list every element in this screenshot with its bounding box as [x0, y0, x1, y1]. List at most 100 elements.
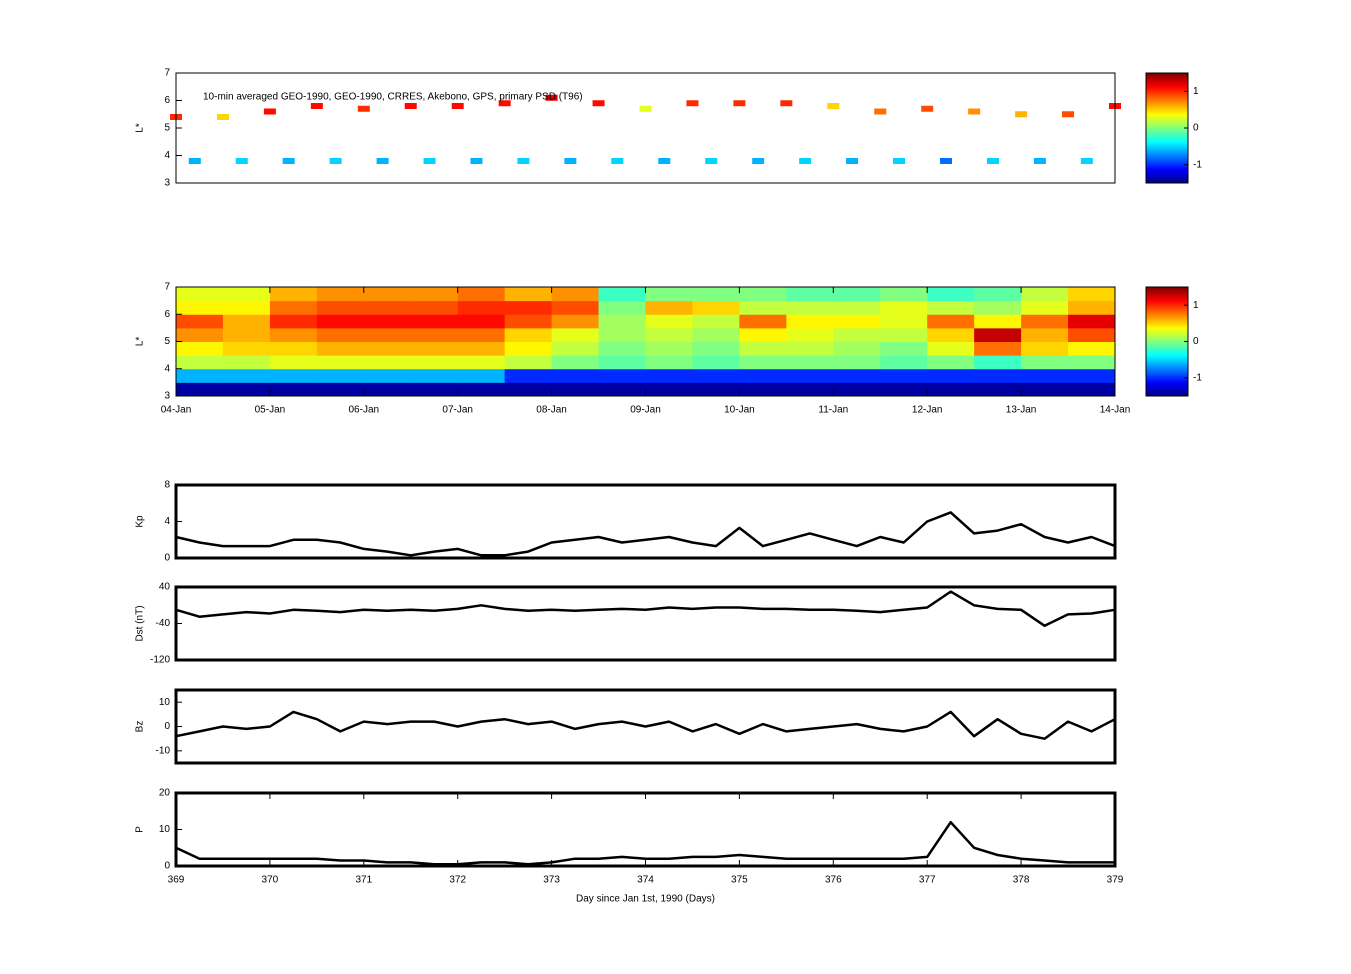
colorbar-cell: [1146, 95, 1188, 98]
colorbar-cell: [1146, 157, 1188, 160]
colorbar-cell: [1146, 98, 1188, 101]
colorbar-cell: [1146, 375, 1188, 378]
psd-point: [310, 103, 323, 109]
heat-cell: [1021, 341, 1069, 356]
heat-cell: [363, 327, 412, 342]
psd-point: [1062, 111, 1075, 118]
heat-cell: [176, 355, 224, 370]
heat-cell: [739, 368, 787, 383]
colorbar-cell: [1146, 298, 1188, 302]
y-axis-label: Kp: [135, 515, 146, 528]
y-tick-label: 6: [164, 309, 170, 320]
y-tick-label: 5: [164, 336, 170, 347]
heat-cell: [598, 368, 646, 383]
heat-cell: [222, 355, 271, 370]
colorbar-cell: [1146, 348, 1188, 351]
colorbar-cell: [1146, 103, 1188, 107]
colorbar-cell: [1146, 293, 1188, 296]
colorbar-cell: [1146, 172, 1188, 175]
heat-cell: [786, 327, 834, 342]
colorbar-cell: [1146, 122, 1188, 125]
heat-cell: [222, 287, 271, 302]
colorbar-cell: [1146, 341, 1188, 344]
colorbar-cell: [1146, 367, 1188, 370]
heat-cell: [457, 382, 506, 397]
heat-cell: [880, 314, 928, 329]
colorbar-cell: [1146, 170, 1188, 174]
y-tick-label: 6: [164, 95, 170, 106]
psd-point: [986, 158, 999, 164]
y-tick-label: 0: [164, 553, 170, 564]
y-tick-label: -120: [150, 655, 170, 666]
heat-cell: [176, 368, 224, 383]
psd-point: [357, 105, 370, 112]
colorbar-cell: [1146, 167, 1188, 170]
colorbar-cell: [1146, 114, 1188, 117]
heat-cell: [974, 300, 1022, 315]
colorbar-cell: [1146, 394, 1188, 397]
heat-cell: [786, 287, 834, 302]
heat-cell: [457, 287, 506, 302]
colorbar-cell: [1146, 305, 1188, 308]
x-tick-label: 08-Jan: [536, 405, 567, 416]
colorbar-cell: [1146, 181, 1188, 184]
colorbar-cell: [1146, 307, 1188, 310]
heat-cell: [551, 327, 600, 342]
colorbar-cell: [1146, 290, 1188, 293]
x-tick-label: 375: [731, 875, 748, 886]
heat-cell: [363, 314, 412, 329]
colorbar-cell: [1146, 169, 1188, 172]
colorbar-cell: [1146, 310, 1188, 313]
heat-cell: [739, 341, 787, 356]
colorbar-cell: [1146, 324, 1188, 327]
heat-cell: [880, 368, 928, 383]
series-line: [175, 590, 1116, 628]
heat-cell: [833, 287, 881, 302]
colorbar-cell: [1146, 152, 1188, 155]
series-line: [175, 710, 1116, 740]
x-tick-label: 374: [637, 875, 654, 886]
heat-cell: [269, 327, 318, 342]
psd-point: [639, 105, 652, 112]
x-axis-label: Day since Jan 1st, 1990 (Days): [576, 894, 715, 905]
colorbar-cell: [1146, 288, 1188, 291]
heat-cell: [786, 382, 834, 397]
colorbar-cell: [1146, 287, 1188, 290]
heat-cell: [833, 341, 881, 356]
heat-cell: [504, 314, 553, 329]
heat-cell: [598, 355, 646, 370]
x-tick-label: 379: [1107, 875, 1124, 886]
colorbar-cell: [1146, 331, 1188, 334]
heat-cell: [739, 300, 787, 315]
y-tick-label: 7: [164, 282, 170, 293]
colorbar-cell: [1146, 292, 1188, 295]
psd-point: [733, 100, 746, 107]
y-axis-label: Bz: [135, 721, 146, 733]
heat-cell: [457, 355, 506, 370]
heat-cell: [176, 300, 224, 315]
psd-point: [564, 158, 577, 164]
heat-cell: [645, 314, 693, 329]
colorbar-cell: [1146, 392, 1188, 395]
colorbar-cell: [1146, 150, 1188, 153]
colorbar-cell: [1146, 107, 1188, 110]
heat-cell: [504, 300, 553, 315]
colorbar-cell: [1146, 315, 1188, 319]
heat-cell: [176, 314, 224, 329]
heat-cell: [316, 300, 365, 315]
colorbar-cell: [1146, 360, 1188, 363]
heat-cell: [786, 368, 834, 383]
colorbar-cell: [1146, 79, 1188, 82]
colorbar-cell: [1146, 131, 1188, 134]
colorbar-cell: [1146, 153, 1188, 156]
colorbar-cell: [1146, 97, 1188, 100]
heat-cell: [692, 341, 740, 356]
psd-point: [705, 158, 718, 164]
colorbar-cell: [1146, 304, 1188, 307]
heat-cell: [645, 368, 693, 383]
y-axis-label: L*: [135, 337, 146, 347]
heat-cell: [927, 341, 975, 356]
colorbar-cell: [1146, 361, 1188, 365]
heat-cell: [222, 314, 271, 329]
y-tick-label: 0: [164, 721, 170, 732]
